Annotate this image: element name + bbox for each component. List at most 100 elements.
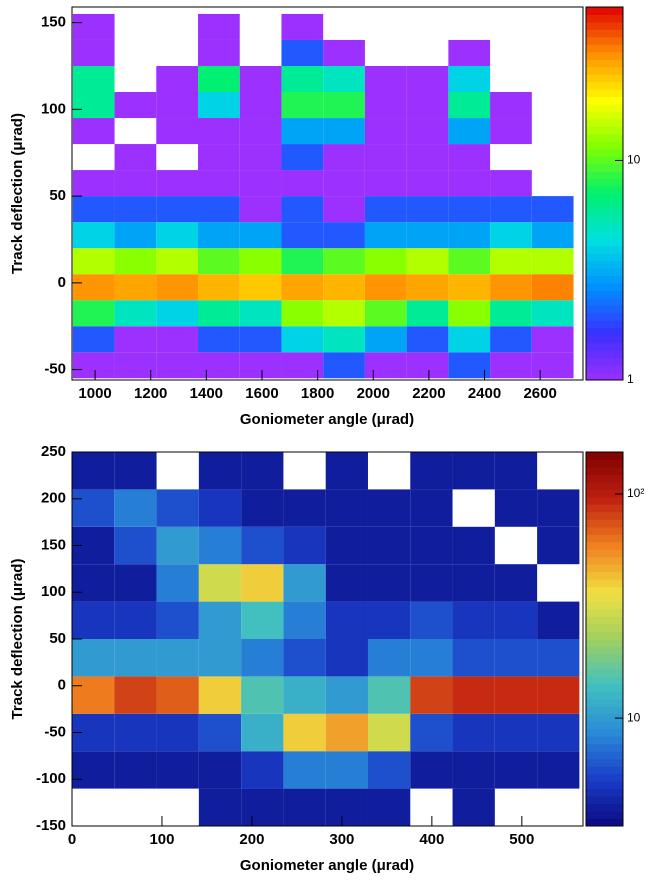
heatmap-cell	[156, 222, 199, 249]
heatmap-cell	[367, 788, 411, 826]
colorbar-step	[586, 811, 623, 820]
colorbar-step	[586, 721, 623, 730]
heatmap-cell	[364, 352, 407, 379]
x-tick-label: 1600	[245, 385, 278, 402]
colorbar-step	[586, 126, 623, 135]
x-tick-label: 1400	[190, 385, 223, 402]
x-tick-label: 200	[239, 831, 264, 848]
heatmap-cell	[406, 118, 449, 145]
colorbar-step	[586, 594, 623, 603]
colorbar-step	[586, 305, 623, 314]
colorbar-step	[586, 200, 623, 209]
heatmap-cell	[114, 170, 157, 197]
heatmap-cell	[410, 452, 453, 490]
colorbar-step	[586, 586, 623, 595]
heatmap-cell	[114, 326, 157, 353]
heatmap-cell	[406, 65, 449, 93]
heatmap-cell	[283, 713, 326, 752]
colorbar-step	[586, 511, 623, 520]
colorbar-step	[586, 788, 623, 797]
heatmap-cell	[323, 39, 365, 66]
heatmap-cell	[156, 639, 199, 677]
heatmap-cell	[490, 274, 532, 301]
heatmap-cell	[406, 196, 449, 223]
heatmap-cell	[406, 170, 449, 197]
heatmap-cell	[114, 144, 157, 171]
colorbar-tick-label: 1	[627, 372, 634, 386]
heatmap-cell	[198, 713, 242, 752]
heatmap-cell	[114, 300, 157, 327]
heatmap-cell	[452, 788, 495, 826]
heatmap-cell	[367, 601, 411, 639]
colorbar-step	[586, 171, 623, 180]
heatmap-cell	[283, 601, 326, 639]
colorbar-step	[586, 178, 623, 187]
heatmap-cell	[156, 326, 199, 353]
heatmap-cell	[241, 751, 284, 789]
colorbar-step	[586, 564, 623, 573]
colorbar-step	[586, 66, 623, 75]
colorbar-step	[586, 683, 623, 692]
heatmap-cell	[156, 601, 199, 639]
heatmap-cell	[198, 300, 240, 327]
heatmap-cell	[156, 751, 199, 789]
colorbar-step	[586, 14, 623, 23]
heatmap-cell	[494, 601, 538, 639]
heatmap-cell	[156, 196, 199, 223]
heatmap-cell	[72, 196, 115, 223]
colorbar-step	[586, 297, 623, 306]
colorbar-step	[586, 103, 623, 112]
heatmap-cell	[72, 170, 115, 197]
heatmap-cell	[448, 144, 491, 171]
colorbar-step	[586, 163, 623, 172]
heatmap-cell	[494, 639, 538, 677]
heatmap-cell	[406, 222, 449, 249]
heatmap-cell	[406, 248, 449, 275]
heatmap-cell	[241, 452, 284, 490]
heatmap-cell	[239, 222, 282, 249]
colorbar-step	[586, 549, 623, 558]
heatmap-cell	[114, 526, 157, 565]
x-tick-label: 2400	[468, 385, 501, 402]
colorbar-step	[586, 624, 623, 633]
heatmap-cell	[283, 751, 326, 789]
heatmap-cell	[72, 326, 115, 353]
heatmap-cell	[198, 452, 242, 490]
heatmap-cell	[406, 92, 449, 119]
colorbar-step	[586, 481, 623, 490]
heatmap-cell	[537, 751, 580, 789]
heatmap-cell	[156, 676, 199, 714]
heatmap-cell	[72, 65, 115, 93]
heatmap-cell	[239, 118, 282, 145]
x-tick-label: 400	[419, 831, 444, 848]
heatmap-cell	[490, 118, 532, 145]
heatmap-cell	[494, 676, 538, 714]
heatmap-cell	[156, 489, 199, 527]
colorbar-step	[586, 133, 623, 142]
heatmap-cell	[281, 326, 324, 353]
heatmap-cell	[531, 352, 574, 379]
y-tick-label: -100	[36, 770, 66, 787]
heatmap-cell	[114, 751, 157, 789]
heatmap-cell	[72, 489, 115, 527]
colorbar-step	[586, 283, 623, 291]
y-tick-label: -50	[44, 361, 66, 378]
heatmap-cell	[114, 248, 157, 275]
heatmap-cell	[364, 300, 407, 327]
heatmap-cell	[323, 92, 365, 119]
heatmap-cell	[156, 352, 199, 379]
colorbar-step	[586, 44, 623, 53]
y-tick-label: 50	[49, 187, 66, 204]
heatmap-cell	[198, 118, 240, 145]
colorbar-step	[586, 357, 623, 366]
heatmap-cell	[72, 601, 115, 639]
colorbar-step	[586, 691, 623, 700]
colorbar-step	[586, 208, 623, 217]
colorbar-step	[586, 519, 623, 528]
heatmap-cell	[114, 713, 157, 752]
heatmap-cell	[198, 639, 242, 677]
heatmap-cell	[198, 13, 240, 40]
heatmap-cell	[325, 452, 368, 490]
heatmap-cell	[452, 676, 495, 714]
heatmap-cell	[323, 352, 365, 379]
